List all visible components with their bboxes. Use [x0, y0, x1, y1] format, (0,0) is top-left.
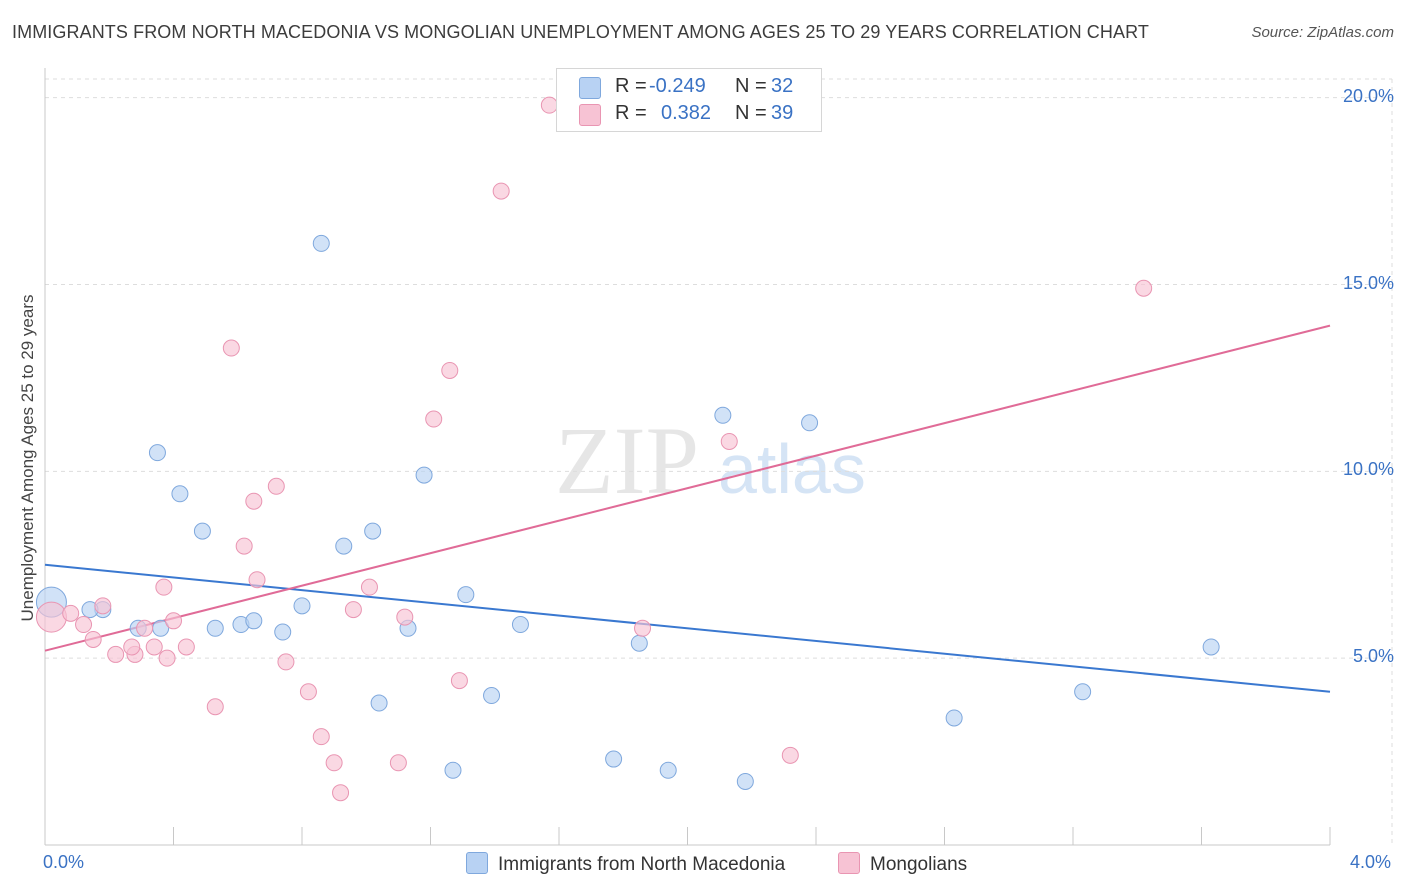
bottom-legend-label-pink: Mongolians — [870, 854, 968, 875]
north-macedonia-point — [444, 761, 462, 779]
watermark-atlas: atlas — [718, 430, 866, 508]
mongolians-point — [206, 698, 224, 716]
source-label: Source: ZipAtlas.com — [1251, 24, 1394, 41]
north-macedonia-point — [274, 623, 292, 641]
mongolians-point — [107, 645, 125, 663]
north-macedonia-point — [714, 406, 732, 424]
mongolians-point — [165, 612, 182, 630]
mongolians-point — [634, 619, 652, 637]
north-macedonia-point — [193, 522, 211, 540]
mongolians-point — [781, 746, 799, 764]
legend-r-label: R = — [615, 102, 647, 124]
north-macedonia-point — [293, 597, 311, 615]
legend-swatch-blue — [579, 77, 601, 99]
mongolians-point — [94, 597, 112, 615]
y-tick-label: 5.0% — [1352, 646, 1394, 667]
north-macedonia-point — [335, 537, 353, 555]
north-macedonia-point — [312, 234, 330, 252]
y-tick-label: 20.0% — [1342, 85, 1394, 106]
north-macedonia-point — [605, 750, 623, 768]
mongolians-point — [158, 649, 176, 667]
mongolians-point — [325, 754, 343, 772]
y-tick-label: 15.0% — [1342, 272, 1394, 293]
mongolians-trend-line — [44, 324, 1331, 652]
mongolians-point — [62, 604, 80, 622]
bottom-legend-pink: Mongolians — [838, 852, 967, 876]
mongolians-point — [1135, 279, 1153, 297]
north-macedonia-point — [1202, 638, 1220, 656]
north-macedonia-point — [659, 761, 677, 779]
legend-r-label: R = — [615, 75, 647, 97]
mongolians-point — [123, 638, 141, 656]
mongolians-point — [540, 96, 558, 114]
y-axis-label: Unemployment Among Ages 25 to 29 years — [18, 294, 37, 622]
mongolians-point — [235, 537, 253, 555]
north-macedonia-point — [370, 694, 388, 712]
north-macedonia-point — [801, 414, 819, 432]
mongolians-point — [277, 653, 295, 671]
north-macedonia-point — [630, 634, 648, 652]
north-macedonia-point — [171, 485, 189, 503]
legend-swatch-pink — [579, 104, 601, 126]
north-macedonia-point — [511, 616, 529, 634]
legend-n-label: N = — [735, 75, 767, 97]
bottom-legend-swatch-blue — [466, 852, 488, 874]
chart-title: IMMIGRANTS FROM NORTH MACEDONIA VS MONGO… — [12, 22, 1149, 42]
legend-n-label: N = — [735, 102, 767, 124]
north-macedonia-point — [364, 522, 382, 540]
mongolians-point — [344, 601, 362, 619]
mongolians-point — [145, 638, 163, 656]
mongolians-point — [136, 619, 154, 637]
mongolians-point — [155, 578, 173, 596]
mongolians-point — [312, 728, 330, 746]
mongolians-point — [35, 601, 67, 633]
mongolians-point — [425, 410, 443, 428]
mongolians-point — [84, 630, 102, 648]
mongolians-point — [492, 182, 510, 200]
y-tick-label: 10.0% — [1342, 459, 1394, 480]
north-macedonia-point — [245, 612, 263, 630]
north-macedonia-point — [457, 586, 475, 604]
mongolians-point — [299, 683, 317, 701]
north-macedonia-point — [148, 444, 166, 462]
legend-r-value: -0.249 — [649, 75, 706, 97]
mongolians-point — [332, 784, 350, 802]
mongolians-point — [75, 616, 93, 634]
legend-n-value: 32 — [771, 75, 794, 97]
north-macedonia-point — [945, 709, 963, 727]
mongolians-point — [248, 571, 266, 589]
mongolians-point — [720, 432, 738, 450]
x-tick-label-min: 0.0% — [43, 852, 85, 872]
bottom-legend-label-blue: Immigrants from North Macedonia — [498, 854, 786, 875]
mongolians-point — [360, 578, 378, 596]
correlation-legend: R = -0.249 N = 32 R = 0.382 N = 39 — [556, 68, 822, 132]
legend-r-value: 0.382 — [661, 102, 712, 124]
mongolians-point — [222, 339, 240, 357]
north-macedonia-point — [736, 772, 754, 790]
north-macedonia-point — [206, 619, 224, 637]
mongolians-point — [245, 492, 263, 510]
mongolians-point — [450, 672, 468, 690]
mongolians-point — [396, 608, 414, 626]
mongolians-point — [441, 361, 459, 379]
x-tick-label-max: 4.0% — [1350, 852, 1392, 872]
bottom-legend-swatch-pink — [838, 852, 860, 874]
mongolians-point — [267, 477, 285, 495]
mongolians-point — [177, 638, 195, 656]
mongolians-point — [389, 754, 407, 772]
legend-n-value: 39 — [771, 102, 794, 124]
watermark-zip: ZIP — [555, 407, 699, 514]
bottom-legend-blue: Immigrants from North Macedonia — [466, 852, 785, 876]
north-macedonia-point — [1074, 683, 1092, 701]
north-macedonia-point — [483, 687, 501, 705]
north-macedonia-point — [415, 466, 433, 484]
